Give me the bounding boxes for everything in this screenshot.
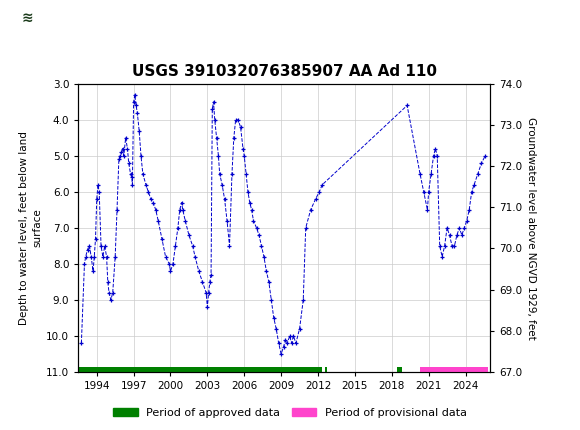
Text: ≋: ≋: [22, 11, 34, 25]
Legend: Period of approved data, Period of provisional data: Period of approved data, Period of provi…: [108, 403, 472, 422]
Title: USGS 391032076385907 AA Ad 110: USGS 391032076385907 AA Ad 110: [132, 64, 437, 79]
Bar: [3, 3, 52, 32]
Text: USGS: USGS: [61, 10, 108, 25]
Y-axis label: Depth to water level, feet below land
surface: Depth to water level, feet below land su…: [19, 131, 42, 325]
Y-axis label: Groundwater level above NGVD 1929, feet: Groundwater level above NGVD 1929, feet: [527, 117, 536, 339]
